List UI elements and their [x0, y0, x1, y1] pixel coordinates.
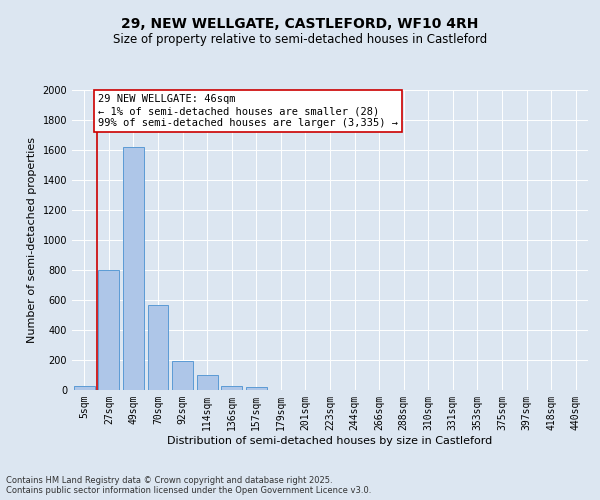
Y-axis label: Number of semi-detached properties: Number of semi-detached properties — [27, 137, 37, 343]
Bar — [246, 387, 267, 390]
Text: 29, NEW WELLGATE, CASTLEFORD, WF10 4RH: 29, NEW WELLGATE, CASTLEFORD, WF10 4RH — [121, 18, 479, 32]
Bar — [98, 270, 119, 390]
Text: 29 NEW WELLGATE: 46sqm
← 1% of semi-detached houses are smaller (28)
99% of semi: 29 NEW WELLGATE: 46sqm ← 1% of semi-deta… — [98, 94, 398, 128]
X-axis label: Distribution of semi-detached houses by size in Castleford: Distribution of semi-detached houses by … — [167, 436, 493, 446]
Bar — [123, 147, 144, 390]
Text: Contains HM Land Registry data © Crown copyright and database right 2025.
Contai: Contains HM Land Registry data © Crown c… — [6, 476, 371, 495]
Bar — [74, 386, 95, 390]
Bar — [148, 304, 169, 390]
Bar — [221, 386, 242, 390]
Text: Size of property relative to semi-detached houses in Castleford: Size of property relative to semi-detach… — [113, 32, 487, 46]
Bar — [197, 375, 218, 390]
Bar — [172, 361, 193, 390]
